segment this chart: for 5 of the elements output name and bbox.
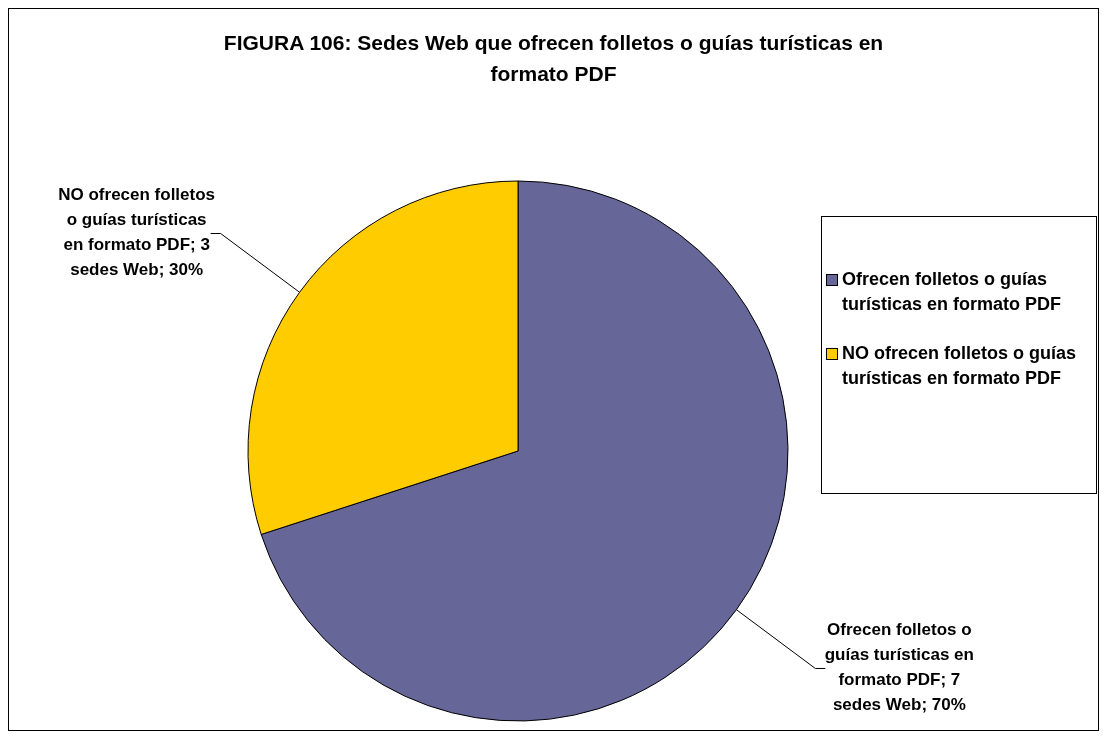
chart-title: FIGURA 106: Sedes Web que ofrecen folletos o guías turísticas en formato PDF	[222, 30, 885, 87]
legend-label: Ofrecen folletos o guías turísticas en formato PDF	[842, 268, 1063, 316]
data-label: NO ofrecen folletos o guías turísticas en formato PDF; 3 sedes Web; 30%	[58, 185, 216, 280]
data-label: Ofrecen folletos o guías turísticas en formato PDF; 7 sedes Web; 70%	[824, 620, 974, 715]
legend-label: NO ofrecen folletos o guías turísticas en formato PDF	[842, 342, 1078, 390]
